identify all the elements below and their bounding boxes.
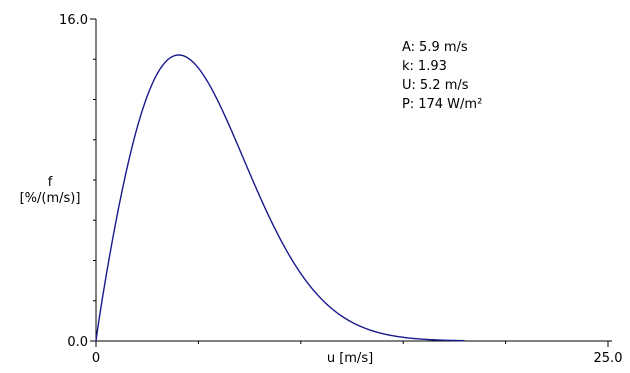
weibull-density-curve — [95, 54, 465, 342]
x-axis-label: u [m/s] — [327, 351, 373, 366]
parameter-box: A: 5.9 m/s k: 1.93 U: 5.2 m/s P: 174 W/m² — [402, 40, 482, 112]
y-tick-label-min: 0.0 — [67, 335, 88, 350]
param-u: U: 5.2 m/s — [402, 78, 469, 93]
x-axis-ticks — [95, 341, 609, 347]
y-tick-label-max: 16.0 — [59, 13, 88, 28]
param-k: k: 1.93 — [402, 59, 447, 74]
y-axis-label-unit: [%/(m/s)] — [20, 191, 81, 206]
param-p: P: 174 W/m² — [402, 97, 482, 112]
y-axis-ticks — [90, 18, 96, 342]
y-axis-label-symbol: f — [48, 175, 53, 190]
x-tick-label-max: 25.0 — [594, 351, 623, 366]
x-tick-label-min: 0 — [92, 351, 100, 366]
param-a: A: 5.9 m/s — [402, 40, 468, 55]
